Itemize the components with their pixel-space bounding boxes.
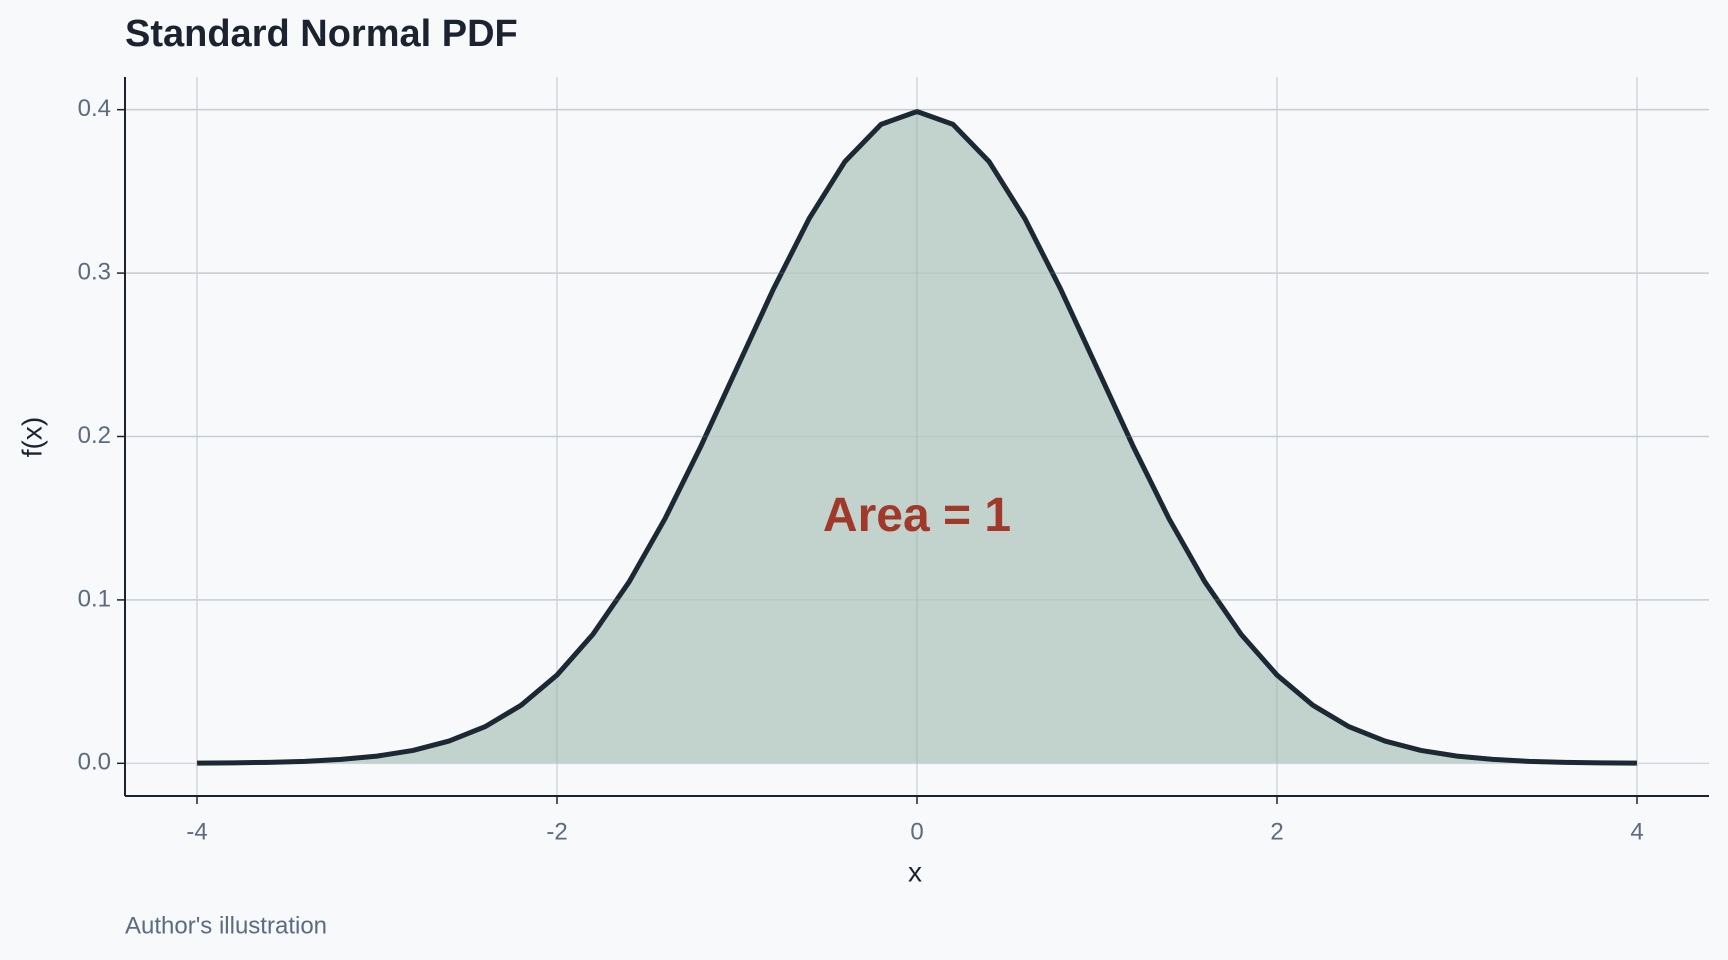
x-tick-label: -2 bbox=[546, 818, 567, 845]
annotation: Area = 1 bbox=[823, 489, 1011, 542]
y-axis-label: f(x) bbox=[16, 417, 47, 457]
y-tick-label: 0.1 bbox=[78, 585, 111, 612]
x-tick-label: 4 bbox=[1630, 818, 1643, 845]
line bbox=[196, 108, 1638, 766]
x-tick-label: 2 bbox=[1270, 818, 1283, 845]
caption: Author's illustration bbox=[125, 912, 327, 939]
y-tick-label: 0.3 bbox=[78, 258, 111, 285]
area bbox=[197, 111, 1637, 764]
x-tick-label: 0 bbox=[910, 818, 923, 845]
y-tick-label: 0.4 bbox=[78, 95, 111, 122]
x-tick-label: -4 bbox=[186, 818, 207, 845]
chart-title: Standard Normal PDF bbox=[125, 13, 518, 55]
y-tick-label: 0.0 bbox=[78, 749, 111, 776]
x-axis-label: x bbox=[908, 856, 922, 887]
y-tick-label: 0.2 bbox=[78, 422, 111, 449]
